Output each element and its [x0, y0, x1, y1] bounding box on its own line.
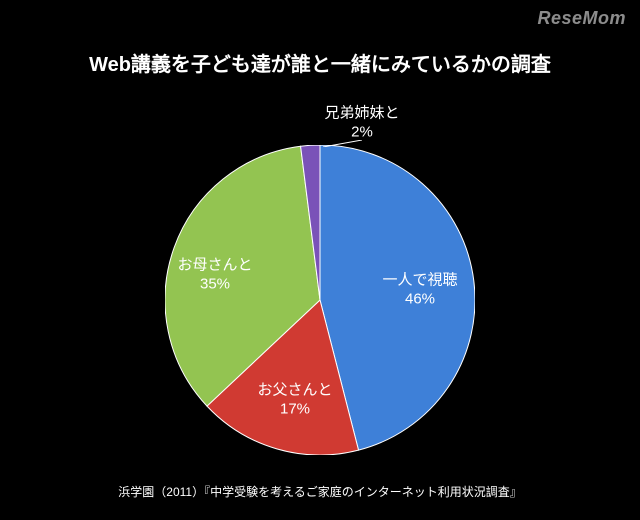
- slice-label-pct: 46%: [382, 290, 457, 309]
- slice-label-pct: 2%: [324, 123, 399, 142]
- slice-label: 兄弟姉妹と2%: [324, 104, 399, 142]
- slice-label-name: 一人で視聴: [382, 271, 457, 290]
- slice-label: お父さんと17%: [257, 381, 332, 419]
- slice-label-pct: 35%: [177, 275, 252, 294]
- slice-label: 一人で視聴46%: [382, 271, 457, 309]
- source-caption: 浜学園（2011）『中学受験を考えるご家庭のインターネット利用状況調査』: [0, 483, 640, 500]
- stage: ReseMom Web講義を子ども達が誰と一緒にみているかの調査 一人で視聴46…: [0, 0, 640, 520]
- slice-label-pct: 17%: [257, 400, 332, 419]
- pie-chart: 一人で視聴46% お父さんと17% お母さんと35% 兄弟姉妹と2%: [0, 0, 640, 520]
- slice-label-name: お母さんと: [177, 256, 252, 275]
- slice-label: お母さんと35%: [177, 256, 252, 294]
- slice-label-name: お父さんと: [257, 381, 332, 400]
- slice-label-name: 兄弟姉妹と: [324, 104, 399, 123]
